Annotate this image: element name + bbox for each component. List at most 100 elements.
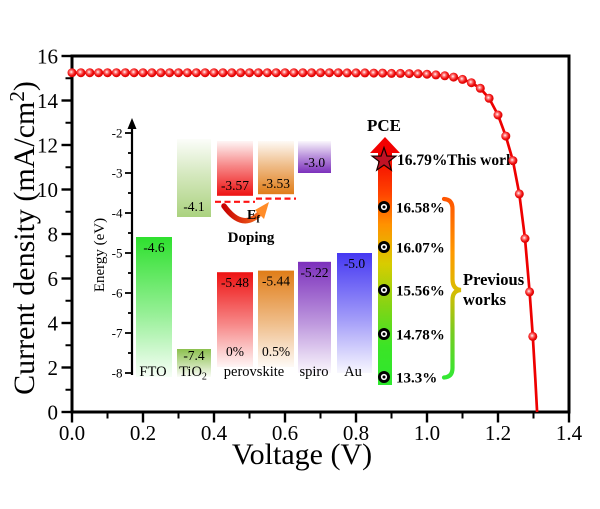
jv-curve-marker [209, 68, 219, 78]
fermi-level-label: Ef [247, 208, 260, 226]
pce-value-label-0: 16.58% [396, 200, 445, 216]
energy-value-label-fto: -4.6 [143, 240, 165, 255]
jv-curve-marker [218, 68, 228, 78]
jv-curve-marker [236, 68, 246, 78]
material-label-text: Au [344, 364, 362, 380]
energy-diagram-generated: -4.6 -4.1 -7.4 -3.57 -5.48 0% -3.53 -5.44 0.5% -3… [112, 118, 372, 383]
jv-curve-marker [165, 68, 175, 78]
y-tick-label: 6 [48, 267, 59, 291]
energy-bar-tio2-vb [177, 349, 211, 377]
jv-curve-marker [129, 68, 139, 78]
jv-curve-marker [174, 68, 183, 78]
jv-curve-marker [94, 68, 104, 78]
x-tick-label: 1.2 [485, 421, 511, 445]
jv-curve-marker [514, 189, 524, 199]
x-tick-label: 0.2 [130, 421, 156, 445]
inset-axis-arrowhead-icon [127, 118, 137, 129]
jv-curve-marker [449, 72, 459, 82]
y-axis-title-superscript: 2 [5, 91, 29, 102]
jv-curve-marker [404, 69, 414, 79]
pce-dot-center [382, 205, 386, 209]
jv-curve-marker [262, 68, 272, 78]
y-tick-label: 4 [48, 312, 59, 336]
y-axis-title-close: ) [8, 81, 41, 91]
doping-ratio-label: 0.5% [262, 344, 290, 359]
jv-curve-marker [360, 68, 370, 78]
jv-curve-marker [289, 68, 299, 78]
pce-dot-center [382, 288, 386, 292]
jv-curve-marker [138, 68, 148, 78]
pce-dot-center [382, 332, 386, 336]
jv-curve-marker [182, 68, 192, 78]
jv-curve-marker [253, 68, 263, 78]
jv-curve-marker [280, 68, 290, 78]
energy-value-label-perovskite-0pct-vb: -5.48 [221, 275, 249, 290]
energy-value-label-au: -5.0 [344, 256, 366, 271]
x-tick-label: 1.4 [556, 421, 583, 445]
doping-curved-arrow [221, 203, 264, 224]
energy-bar-spiro-homo [298, 261, 331, 373]
jv-curve-marker [103, 68, 112, 78]
energy-value-label-spiro-lumo: -3.0 [304, 155, 326, 170]
pce-value-label-4: 13.3% [396, 370, 437, 386]
energy-axis-title: Energy (eV) [92, 218, 108, 292]
x-tick-label: 0.6 [272, 421, 298, 445]
x-axis-title: Voltage (V) [232, 438, 372, 471]
jv-curve-marker [387, 68, 396, 78]
y-tick-label: 16 [37, 45, 58, 69]
energy-value-label-perovskite-0pct-cb: -3.57 [221, 178, 249, 193]
jv-curve-marker [111, 68, 121, 78]
x-tick-label: 0.0 [59, 421, 85, 445]
fermi-label-main: E [247, 208, 256, 223]
previous-works-label-line2: works [463, 290, 507, 309]
energy-bar-tio2-cb [177, 139, 211, 217]
material-label-subscript: 2 [202, 372, 207, 383]
pce-arrow-shaft [378, 152, 392, 385]
pce-comparison-inset: PCE 16.58% 16.07% 15.56% 14.78% 13.3% 16.79%… [367, 116, 525, 386]
material-label-perovskite: perovskite [224, 364, 284, 380]
y-tick-label: 10 [37, 178, 58, 202]
energy-bar-fto [136, 237, 172, 377]
jv-curve-marker [466, 78, 476, 88]
y-axis-title-main: Current density (mA/cm [8, 102, 41, 395]
jv-curve-marker [316, 68, 325, 78]
y-tick-label: 2 [48, 356, 59, 380]
energy-value-label-perovskite-05pct-vb: -5.44 [262, 274, 290, 289]
jv-curve-marker [324, 68, 334, 78]
energy-bar-spiro-lumo [298, 141, 331, 173]
material-label-text: spiro [300, 364, 329, 380]
previous-works-label-line1: Previous [463, 270, 525, 289]
this-work-value: 16.79% [397, 152, 447, 169]
inset-tick-label: -4 [112, 206, 123, 221]
jv-curve-marker [369, 68, 379, 78]
jv-curve-marker [484, 93, 494, 103]
energy-value-label-tio2-vb: -7.4 [183, 348, 205, 363]
jv-curve-marker [298, 68, 308, 78]
pce-arrowhead-icon [370, 137, 400, 153]
jv-curve-marker [475, 83, 485, 93]
energy-bar-perovskite-0pct-cb [217, 141, 253, 196]
this-work-star-icon [370, 145, 398, 172]
energy-value-label-perovskite-05pct-cb: -3.53 [262, 176, 290, 191]
material-label-tio: TiO2 [179, 364, 207, 383]
jv-curve-marker [431, 70, 441, 80]
jv-curve-marker [422, 69, 432, 79]
material-label-text: FTO [139, 364, 166, 380]
jv-curve-marker [378, 68, 388, 78]
x-tick-label: 0.8 [343, 421, 369, 445]
jv-curve-marker [413, 69, 423, 79]
y-tick-label: 14 [37, 89, 59, 113]
jv-curve-marker [440, 71, 450, 81]
pce-value-label-3: 14.78% [396, 327, 445, 343]
y-tick-label: 8 [48, 223, 59, 247]
jv-curve-marker [525, 287, 535, 297]
axes-ticks: 0.0 0.2 0.4 0.6 0.8 1.0 1.2 1.4 0 2 4 6 8 10 12 14 16 [37, 45, 583, 446]
pce-dot-center [382, 245, 386, 249]
jv-curve-marker [271, 68, 281, 78]
y-tick-label: 0 [48, 401, 59, 425]
fermi-label-subscript: f [256, 215, 260, 226]
pce-dot-center [382, 375, 386, 379]
jv-curve-marker [333, 68, 343, 78]
